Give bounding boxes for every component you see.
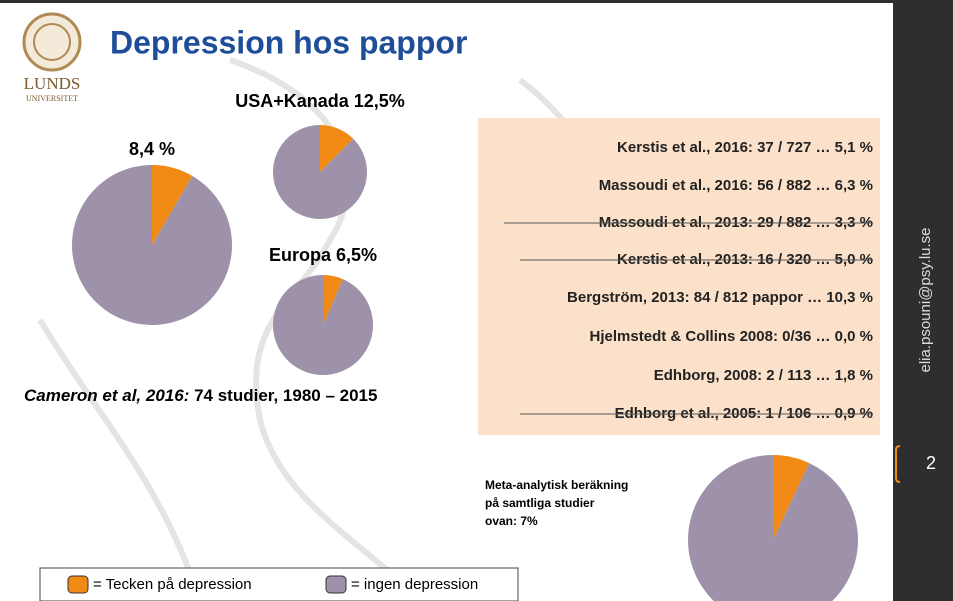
pie-title-line: ovan: 7% (485, 514, 538, 528)
pie-title: USA+Kanada 12,5% (235, 91, 405, 111)
slide-title: Depression hos pappor (110, 24, 467, 60)
study-line: Kerstis et al., 2016: 37 / 727 … 5,1 % (617, 139, 873, 156)
study-line: Kerstis et al., 2013: 16 / 320 … 5,0 % (617, 251, 873, 268)
pie-title: 8,4 % (129, 139, 175, 159)
logo-seal (24, 14, 80, 70)
slide: LUNDS UNIVERSITET Depression hos pappor … (0, 0, 953, 601)
page-number: 2 (926, 453, 936, 473)
logo-name: LUNDS (24, 74, 81, 93)
legend-swatch (326, 576, 346, 593)
logo-sub: UNIVERSITET (26, 94, 78, 103)
study-line: Bergström, 2013: 84 / 812 pappor … 10,3 … (567, 289, 873, 306)
study-box (478, 118, 880, 435)
logo (24, 14, 80, 70)
citation: Cameron et al, 2016: 74 studier, 1980 – … (24, 386, 377, 405)
study-line: Edhborg, 2008: 2 / 113 … 1,8 % (654, 367, 873, 384)
study-line: Hjelmstedt & Collins 2008: 0/36 … 0,0 % (590, 328, 873, 345)
legend-swatch (68, 576, 88, 593)
citation-source: Cameron et al, 2016: (24, 386, 189, 405)
top-border (0, 0, 893, 3)
study-line: Massoudi et al., 2016: 56 / 882 … 6,3 % (599, 177, 873, 194)
study-line: Edhborg et al., 2005: 1 / 106 … 0,9 % (615, 405, 873, 422)
pie-title-line: på samtliga studier (485, 496, 595, 510)
study-line: Massoudi et al., 2013: 29 / 882 … 3,3 % (599, 214, 873, 231)
legend-label: = Tecken på depression (93, 576, 252, 593)
pie-slice (72, 165, 232, 325)
citation-text: 74 studier, 1980 – 2015 (194, 386, 377, 405)
pie-title: Europa 6,5% (269, 245, 377, 265)
pie-title-line: Meta-analytisk beräkning (485, 478, 628, 492)
email: elia.psouni@psy.lu.se (917, 227, 934, 372)
pie-slice (273, 275, 373, 375)
legend-label: = ingen depression (351, 576, 478, 593)
